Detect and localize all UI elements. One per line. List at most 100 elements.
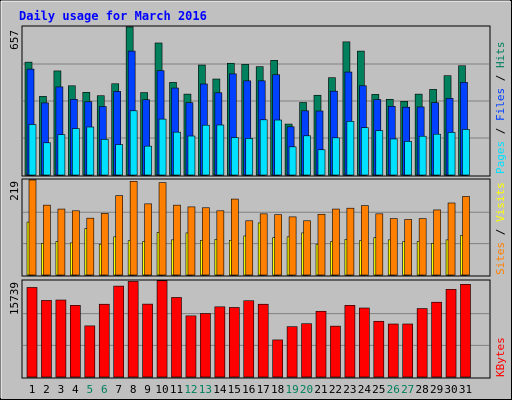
legend-separator: / bbox=[494, 68, 507, 88]
x-tick-label: 22 bbox=[329, 383, 342, 396]
kbytes-bar bbox=[402, 323, 414, 378]
x-tick-label: 17 bbox=[257, 383, 270, 396]
kbytes-bar bbox=[113, 285, 124, 378]
kbytes-bar bbox=[301, 323, 312, 378]
pages-bar bbox=[129, 110, 138, 176]
pages-bar bbox=[332, 137, 340, 176]
pages-bar bbox=[462, 129, 470, 176]
pages-bar bbox=[404, 141, 413, 176]
kbytes-bar bbox=[431, 301, 442, 378]
sites-bar bbox=[158, 182, 167, 276]
pages-bar bbox=[303, 135, 311, 176]
kbytes-bar bbox=[171, 297, 182, 378]
legend-pages-files-hits: Pages / Files / Hits bbox=[494, 42, 507, 175]
kbytes-bar bbox=[373, 320, 385, 378]
sites-bar bbox=[144, 203, 152, 276]
pages-bar bbox=[245, 138, 254, 176]
kbytes-bar bbox=[41, 300, 52, 378]
top-ymax-label: 657 bbox=[8, 30, 21, 50]
legend-sites-visits: Sites / Visits bbox=[494, 182, 507, 275]
sites-bar bbox=[28, 179, 37, 276]
x-tick-label: 14 bbox=[213, 383, 227, 396]
legend-entry: Files bbox=[494, 88, 507, 121]
sites-bar bbox=[361, 205, 369, 276]
sites-bar bbox=[317, 213, 326, 276]
sites-bar bbox=[216, 210, 225, 276]
sites-bar bbox=[462, 196, 470, 276]
sites-bar bbox=[389, 218, 398, 276]
x-tick-label: 5 bbox=[86, 383, 93, 396]
legend-kbytes: KBytes bbox=[494, 337, 507, 377]
x-tick-label: 12 bbox=[184, 383, 197, 396]
pages-bar bbox=[57, 134, 66, 176]
kbytes-bar bbox=[257, 303, 269, 378]
pages-bar bbox=[28, 124, 37, 176]
legend-text: Pages / Files / Hits bbox=[494, 42, 507, 175]
x-tick-label: 24 bbox=[358, 383, 372, 396]
x-tick-label: 21 bbox=[314, 383, 327, 396]
sites-bar bbox=[303, 220, 311, 276]
sites-bar bbox=[43, 204, 51, 276]
pages-bar bbox=[72, 128, 80, 176]
x-tick-label: 18 bbox=[271, 383, 284, 396]
bottom-ymax-label: 15739 bbox=[8, 282, 21, 315]
kbytes-bar bbox=[272, 339, 283, 378]
pages-bar bbox=[158, 118, 167, 176]
sites-bar bbox=[129, 181, 138, 276]
bars bbox=[24, 26, 471, 378]
legend-entry: Pages bbox=[494, 141, 507, 174]
sites-bar bbox=[115, 195, 123, 276]
sites-bar bbox=[375, 213, 384, 276]
x-tick-label: 31 bbox=[459, 383, 472, 396]
sites-bar bbox=[187, 206, 196, 276]
kbytes-bar bbox=[156, 280, 168, 378]
x-tick-label: 15 bbox=[228, 383, 241, 396]
sites-bar bbox=[72, 210, 80, 276]
x-tick-label: 20 bbox=[300, 383, 313, 396]
pages-bar bbox=[389, 138, 398, 176]
sites-bar bbox=[173, 204, 181, 276]
kbytes-bar bbox=[84, 325, 96, 378]
x-tick-label: 30 bbox=[444, 383, 457, 396]
pages-bar bbox=[259, 119, 268, 176]
pages-bar bbox=[216, 124, 225, 176]
pages-bar bbox=[43, 142, 51, 176]
x-tick-label: 10 bbox=[155, 383, 168, 396]
kbytes-bar bbox=[359, 307, 370, 378]
pages-bar bbox=[418, 135, 427, 176]
legend-entry: Visits bbox=[494, 182, 507, 222]
sites-bar bbox=[274, 214, 282, 276]
legend-separator: / bbox=[494, 121, 507, 141]
x-tick-label: 23 bbox=[343, 383, 356, 396]
legend-entry: KBytes bbox=[494, 337, 507, 377]
legend-entry: Sites bbox=[494, 242, 507, 275]
x-tick-label: 16 bbox=[242, 383, 255, 396]
legend-text: KBytes bbox=[494, 337, 507, 377]
x-tick-label: 3 bbox=[58, 383, 65, 396]
kbytes-bar bbox=[127, 281, 139, 378]
kbytes-bar bbox=[229, 307, 240, 378]
sites-bar bbox=[259, 213, 268, 276]
legend-entry: Hits bbox=[494, 42, 507, 69]
pages-bar bbox=[433, 133, 441, 176]
x-tick-label: 27 bbox=[401, 383, 414, 396]
pages-bar bbox=[144, 145, 152, 176]
x-axis-day-labels: 1 2 3 4 5 6 7 8 9 10 11 12 13 14 15 16 17 18 19 20 21 22 23 24 2… bbox=[29, 383, 472, 396]
pages-bar bbox=[173, 131, 181, 176]
kbytes-bar bbox=[243, 300, 255, 378]
kbytes-bar bbox=[445, 289, 457, 378]
x-tick-label: 29 bbox=[430, 383, 443, 396]
kbytes-bar bbox=[416, 308, 428, 378]
sites-bar bbox=[332, 208, 340, 276]
kbytes-bar bbox=[214, 306, 226, 378]
sites-bar bbox=[288, 216, 297, 276]
sites-bar bbox=[346, 207, 355, 276]
x-tick-label: 4 bbox=[72, 383, 79, 396]
sites-bar bbox=[57, 208, 66, 276]
x-tick-label: 2 bbox=[43, 383, 50, 396]
x-tick-label: 13 bbox=[199, 383, 212, 396]
pages-bar bbox=[202, 124, 210, 176]
pages-bar bbox=[231, 137, 239, 176]
x-tick-label: 8 bbox=[130, 383, 137, 396]
